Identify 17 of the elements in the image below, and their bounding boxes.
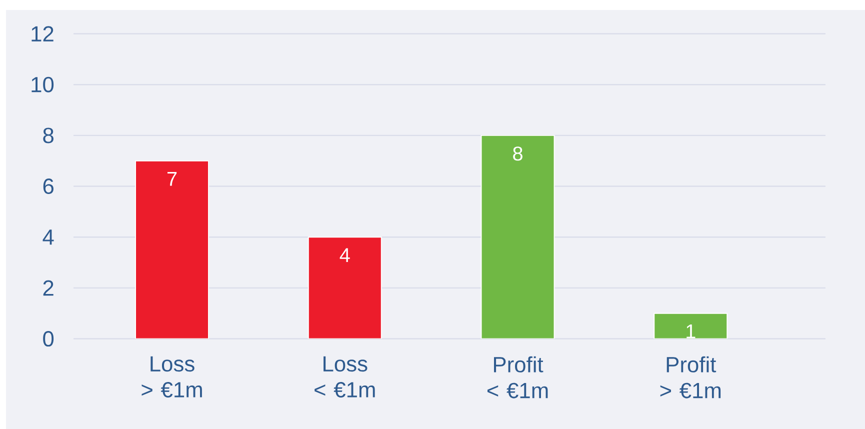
- data-label: 1: [686, 324, 696, 338]
- data-label: 8: [513, 146, 522, 161]
- y-tick-label: 12: [32, 26, 54, 42]
- y-tick-label: 0: [43, 331, 54, 347]
- bar: [135, 160, 210, 339]
- y-tick-label: 2: [43, 280, 54, 296]
- y-tick-label: 6: [43, 178, 54, 194]
- bar: [480, 134, 555, 339]
- x-tick-label: Loss < €1m: [314, 356, 375, 398]
- x-tick-label: Loss > €1m: [142, 356, 202, 398]
- y-tick-label: 4: [42, 230, 54, 245]
- y-tick-label: 8: [43, 128, 54, 144]
- y-tick-label: 10: [32, 76, 54, 92]
- x-tick-label: Profit < €1m: [487, 356, 548, 398]
- x-tick-label: Profit > €1m: [660, 356, 721, 398]
- data-label: 4: [340, 248, 350, 262]
- data-label: 7: [168, 172, 177, 186]
